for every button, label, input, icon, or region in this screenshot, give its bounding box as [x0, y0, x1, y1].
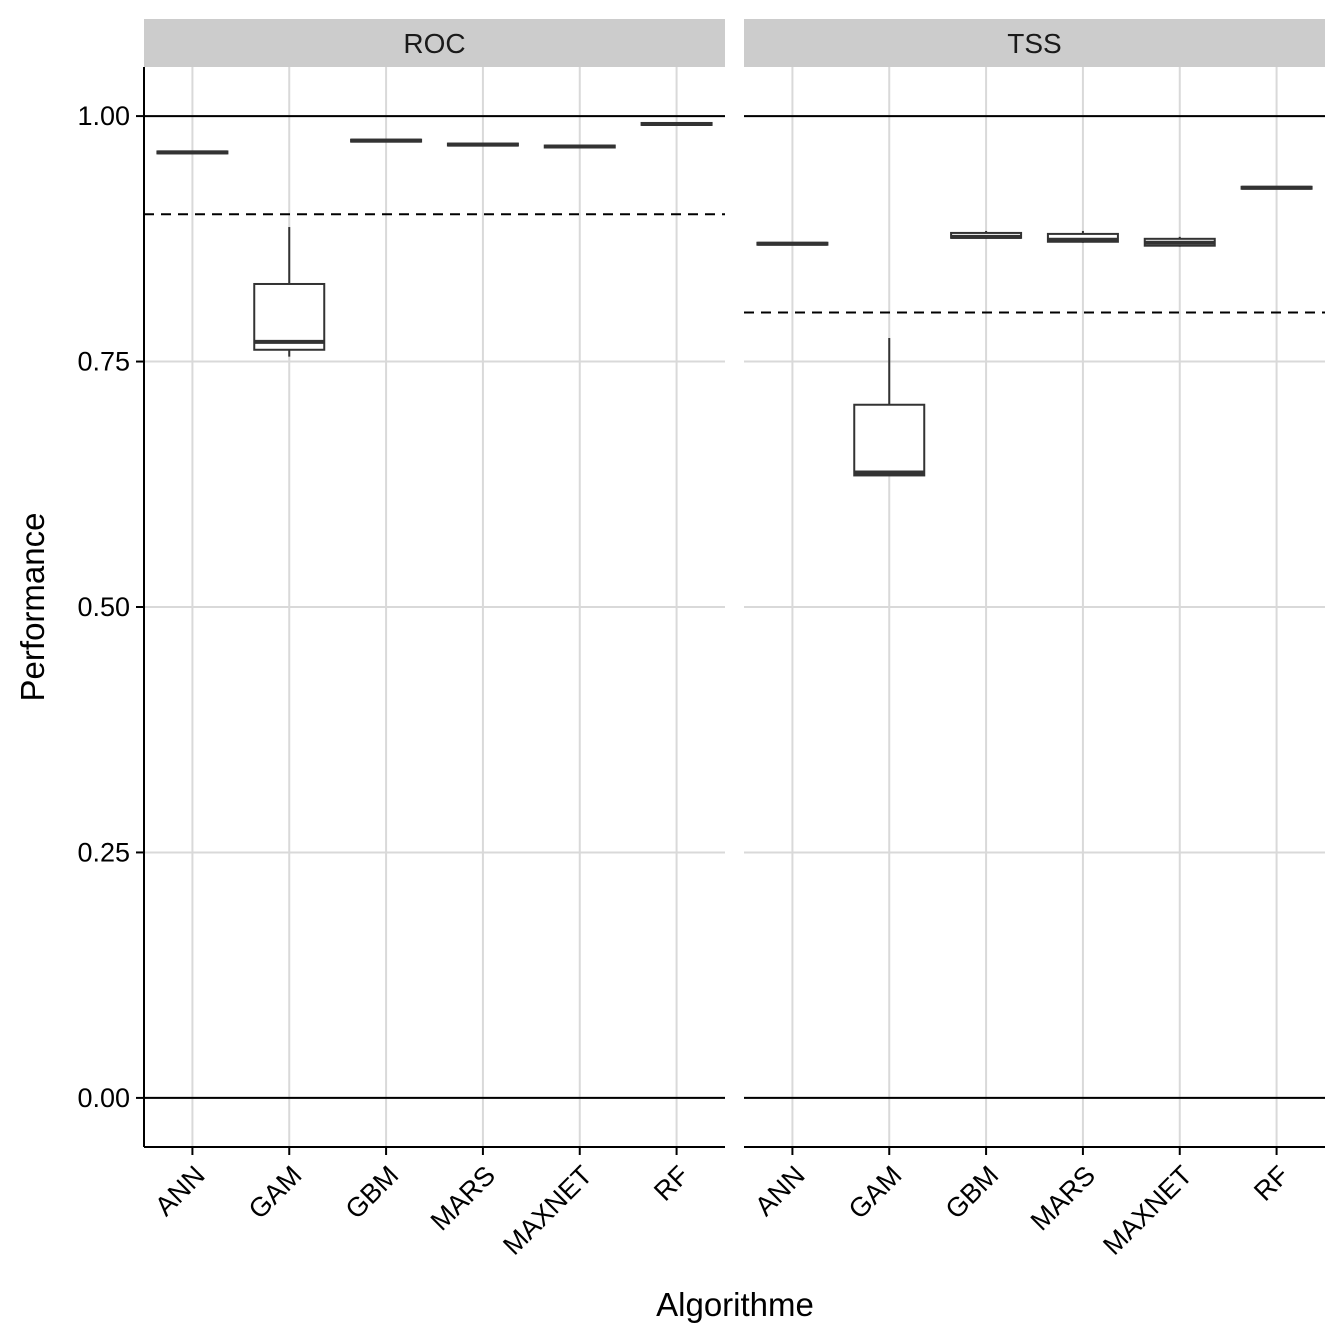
- x-tick-label: RF: [1248, 1160, 1295, 1207]
- x-axis-title: Algorithme: [656, 1286, 814, 1323]
- x-tick-label: MARS: [1025, 1160, 1101, 1236]
- x-tick-label: MARS: [425, 1160, 501, 1236]
- strip-background: [744, 19, 1325, 67]
- box-gbm: [350, 138, 423, 143]
- strip-label: TSS: [1007, 28, 1061, 59]
- box-body: [253, 282, 326, 351]
- x-tick-label: GBM: [340, 1160, 405, 1225]
- x-tick-label: GAM: [843, 1160, 908, 1225]
- box-body: [853, 403, 926, 477]
- y-tick-label: 0.50: [77, 592, 130, 622]
- strip-background: [144, 19, 725, 67]
- x-tick-label: GAM: [243, 1160, 308, 1225]
- y-axis-title: Performance: [14, 513, 51, 702]
- box-ann: [156, 150, 229, 155]
- box-mars: [446, 142, 519, 147]
- x-tick-label: ANN: [149, 1160, 211, 1222]
- box-gbm: [950, 230, 1023, 239]
- x-tick-label: RF: [648, 1160, 695, 1207]
- y-axis: 0.00 0.25 0.50 0.75 1.00: [77, 67, 145, 1147]
- y-tick-label: 0.00: [77, 1083, 130, 1113]
- box-rf: [640, 121, 713, 126]
- x-tick-label: GBM: [940, 1160, 1005, 1225]
- box-maxnet: [1143, 236, 1216, 247]
- x-tick-label: MAXNET: [1097, 1160, 1198, 1261]
- box-ann: [756, 241, 829, 246]
- y-tick-label: 0.25: [77, 837, 130, 867]
- y-tick-label: 1.00: [77, 101, 130, 131]
- box-mars: [1046, 230, 1119, 243]
- x-tick-label: MAXNET: [497, 1160, 598, 1261]
- strip-label: ROC: [403, 28, 465, 59]
- box-gam: [853, 337, 926, 477]
- box-rf: [1240, 185, 1313, 190]
- box-maxnet: [543, 144, 616, 149]
- box-gam: [253, 227, 326, 357]
- x-tick-label: ANN: [749, 1160, 811, 1222]
- y-tick-label: 0.75: [77, 347, 130, 377]
